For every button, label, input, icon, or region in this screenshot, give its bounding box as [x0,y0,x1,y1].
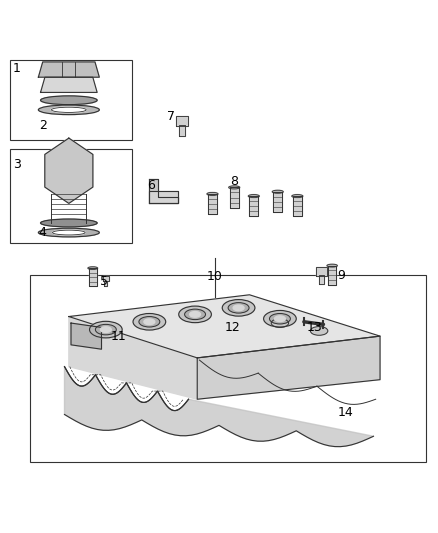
Text: 13: 13 [307,321,323,334]
Ellipse shape [233,305,244,311]
Ellipse shape [248,195,259,198]
Ellipse shape [89,321,122,338]
Bar [249,196,258,216]
Polygon shape [45,138,93,204]
Bar [293,196,302,216]
Ellipse shape [264,310,296,327]
Text: 9: 9 [337,269,345,282]
Bar [10,149,132,243]
Ellipse shape [185,309,205,320]
Text: 11: 11 [111,329,127,343]
Ellipse shape [311,327,328,335]
Text: 5: 5 [100,275,108,288]
Bar [179,125,185,136]
Polygon shape [197,336,380,399]
Ellipse shape [229,186,240,189]
Ellipse shape [88,267,98,270]
Ellipse shape [179,306,212,322]
Ellipse shape [275,316,286,321]
Text: 10: 10 [207,270,223,282]
Ellipse shape [269,313,290,324]
Polygon shape [69,295,380,358]
Polygon shape [39,62,99,77]
Ellipse shape [39,105,99,115]
Ellipse shape [41,96,97,104]
Ellipse shape [133,313,166,330]
Bar [273,192,282,212]
Text: 3: 3 [13,158,21,171]
Ellipse shape [144,319,155,325]
Bar [328,265,336,285]
Text: 7: 7 [167,110,175,123]
Ellipse shape [190,312,201,317]
Ellipse shape [272,190,283,193]
Bar [208,194,217,214]
Bar [316,267,327,276]
Ellipse shape [271,319,289,327]
Polygon shape [149,180,178,204]
Ellipse shape [228,303,249,313]
Polygon shape [71,323,102,349]
Bar [176,116,188,126]
Bar [30,275,426,462]
Ellipse shape [51,107,86,112]
Bar [230,188,239,208]
Text: 8: 8 [230,175,238,188]
Ellipse shape [327,264,337,267]
Bar [318,275,324,284]
Text: 14: 14 [337,406,353,419]
Ellipse shape [139,317,160,327]
Ellipse shape [222,300,255,316]
Bar [89,268,97,286]
Bar [103,276,109,281]
Text: 6: 6 [148,180,155,192]
Bar [104,281,107,286]
Ellipse shape [207,192,218,196]
Polygon shape [41,77,97,92]
Ellipse shape [95,325,116,335]
Polygon shape [69,317,197,399]
Ellipse shape [53,230,85,235]
Ellipse shape [41,219,97,227]
Text: 12: 12 [224,321,240,334]
Ellipse shape [39,228,99,237]
Bar [10,60,132,140]
Text: 4: 4 [39,226,47,239]
Text: 1: 1 [13,62,21,75]
Bar [149,191,178,204]
Ellipse shape [100,327,111,333]
Polygon shape [64,367,374,447]
Text: 2: 2 [39,118,47,132]
Ellipse shape [292,195,303,198]
